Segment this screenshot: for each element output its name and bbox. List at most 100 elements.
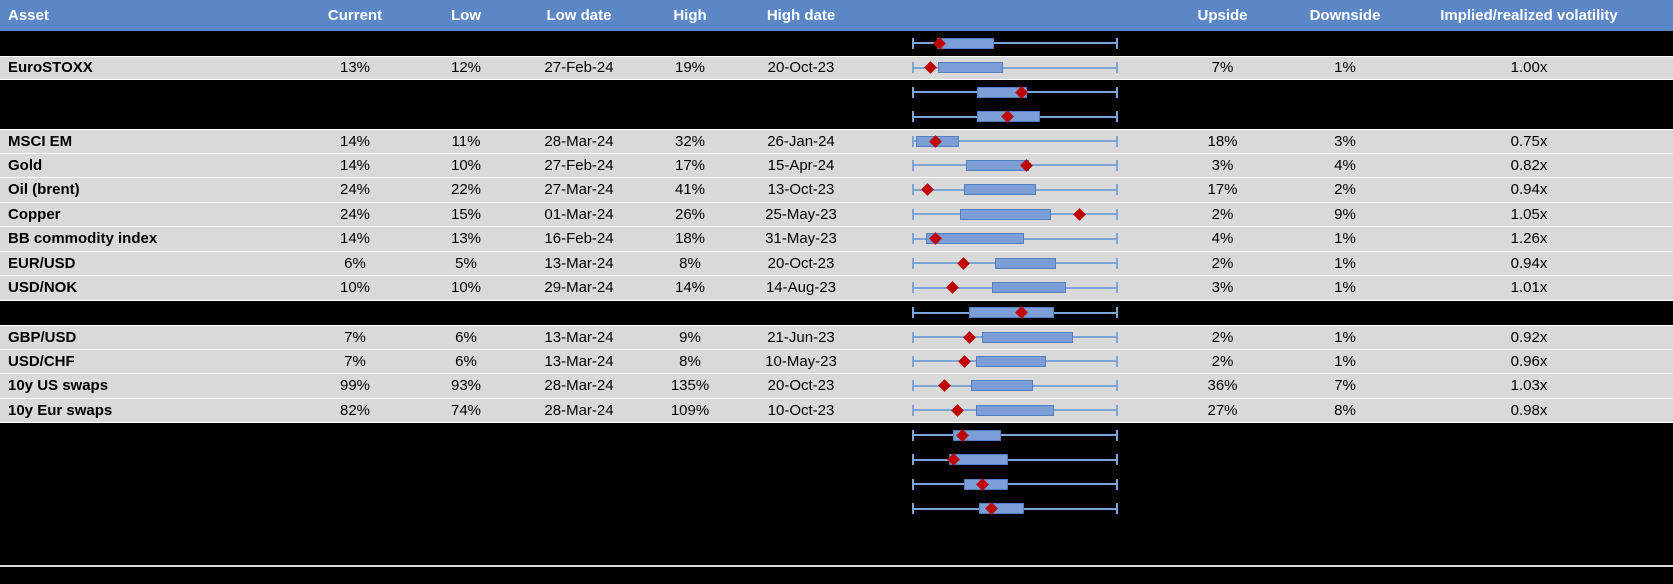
boxplot-cell [868,472,1140,497]
boxplot-marker-diamond [945,281,959,295]
table-row: MSCI EM 14% 11% 28-Mar-24 32% 26-Jan-24 … [0,129,1673,154]
table-row: USD/NOK 10% 10% 29-Mar-24 14% 14-Aug-23 … [0,276,1673,301]
boxplot-whisker-line [912,483,1118,486]
low-value: 5% [455,255,477,271]
current-value: 13% [339,60,371,76]
asset-name: USD/CHF [8,353,75,369]
table-row: GBP/USD 7% 6% 13-Mar-24 9% 21-Jun-23 2% … [0,325,1673,350]
downside-value: 1% [1334,231,1356,247]
implied-realized-vol-value: 0.94x [1510,182,1548,198]
high-date: 31-May-23 [765,231,837,247]
low-date: 28-Mar-24 [544,133,614,149]
current-value: 14% [339,133,371,149]
boxplot-box [968,307,1055,319]
implied-realized-vol-value: 0.82x [1510,157,1548,173]
boxplot-left-cap [912,429,914,441]
current-value: 99% [339,378,371,394]
low-value: 12% [450,60,482,76]
boxplot-cell [868,130,1140,153]
table-row [0,300,1673,325]
asset-name: GBP/USD [8,329,77,345]
boxplot [912,423,1118,448]
asset-name: Copper [8,206,61,222]
boxplot-box [953,429,1001,441]
table-row [0,496,1673,522]
downside-value: 1% [1334,329,1356,345]
boxplot-left-cap [912,233,914,245]
table-row [0,472,1673,497]
low-date: 13-Mar-24 [544,353,614,369]
boxplot-cell [868,374,1140,398]
downside-value: 1% [1334,280,1356,296]
boxplot-right-cap [1116,208,1118,220]
low-value: 13% [450,231,482,247]
boxplot [912,350,1118,374]
current-value: 24% [339,206,371,222]
boxplot-left-cap [912,86,914,98]
current-value: 24% [339,182,371,198]
boxplot-left-cap [912,380,914,392]
boxplot-right-cap [1116,159,1118,171]
implied-realized-vol-value: 1.01x [1510,280,1548,296]
high-date: 20-Oct-23 [767,60,835,76]
boxplot-box [992,282,1067,294]
boxplot [912,130,1118,153]
current-value: 10% [339,280,371,296]
high-value: 109% [670,402,710,418]
implied-realized-vol-value: 1.03x [1510,378,1548,394]
boxplot-left-cap [912,478,914,490]
header-high: High [673,8,707,23]
boxplot-whisker-line [912,42,1118,45]
downside-value: 1% [1334,60,1356,76]
boxplot-cell [868,80,1140,105]
boxplot-right-cap [1116,429,1118,441]
boxplot [912,326,1118,349]
low-value: 6% [455,353,477,369]
low-date: 16-Feb-24 [544,231,614,247]
downside-value: 3% [1334,133,1356,149]
boxplot-marker-diamond [1073,207,1087,221]
downside-value: 7% [1334,378,1356,394]
low-date: 13-Mar-24 [544,329,614,345]
low-value: 15% [450,206,482,222]
low-value: 93% [450,378,482,394]
boxplot-marker-diamond [950,403,964,417]
asset-name: 10y Eur swaps [8,402,113,418]
boxplot-right-cap [1116,233,1118,245]
boxplot-whisker-line [912,434,1118,437]
header-low-date: Low date [546,8,612,23]
boxplot-cell [868,203,1140,227]
downside-value: 9% [1334,206,1356,222]
low-value: 10% [450,157,482,173]
boxplot-marker-diamond [921,183,934,197]
downside-value: 2% [1334,182,1356,198]
high-value: 14% [674,280,706,296]
boxplot-cell [868,497,1140,522]
boxplot [912,276,1118,300]
high-date: 20-Oct-23 [767,255,835,271]
low-date: 29-Mar-24 [544,280,614,296]
high-date: 20-Oct-23 [767,378,835,394]
upside-value: 17% [1207,182,1238,198]
high-date: 10-May-23 [765,353,837,369]
table-row: USD/CHF 7% 6% 13-Mar-24 8% 10-May-23 2% … [0,349,1673,374]
boxplot-cell [868,399,1140,423]
downside-value: 1% [1334,353,1356,369]
boxplot-right-cap [1116,111,1118,123]
table-row [0,80,1673,105]
low-date: 27-Feb-24 [544,60,614,76]
boxplot-cell [868,154,1140,178]
boxplot [912,497,1118,522]
boxplot [912,31,1118,56]
current-value: 7% [344,353,366,369]
boxplot [912,374,1118,398]
boxplot [912,252,1118,276]
high-value: 19% [674,60,706,76]
table-row: EuroSTOXX 13% 12% 27-Feb-24 19% 20-Oct-2… [0,55,1673,80]
upside-value: 2% [1211,206,1234,222]
high-date: 25-May-23 [765,206,837,222]
boxplot-right-cap [1116,454,1118,466]
high-value: 17% [674,157,706,173]
low-value: 11% [451,133,481,149]
